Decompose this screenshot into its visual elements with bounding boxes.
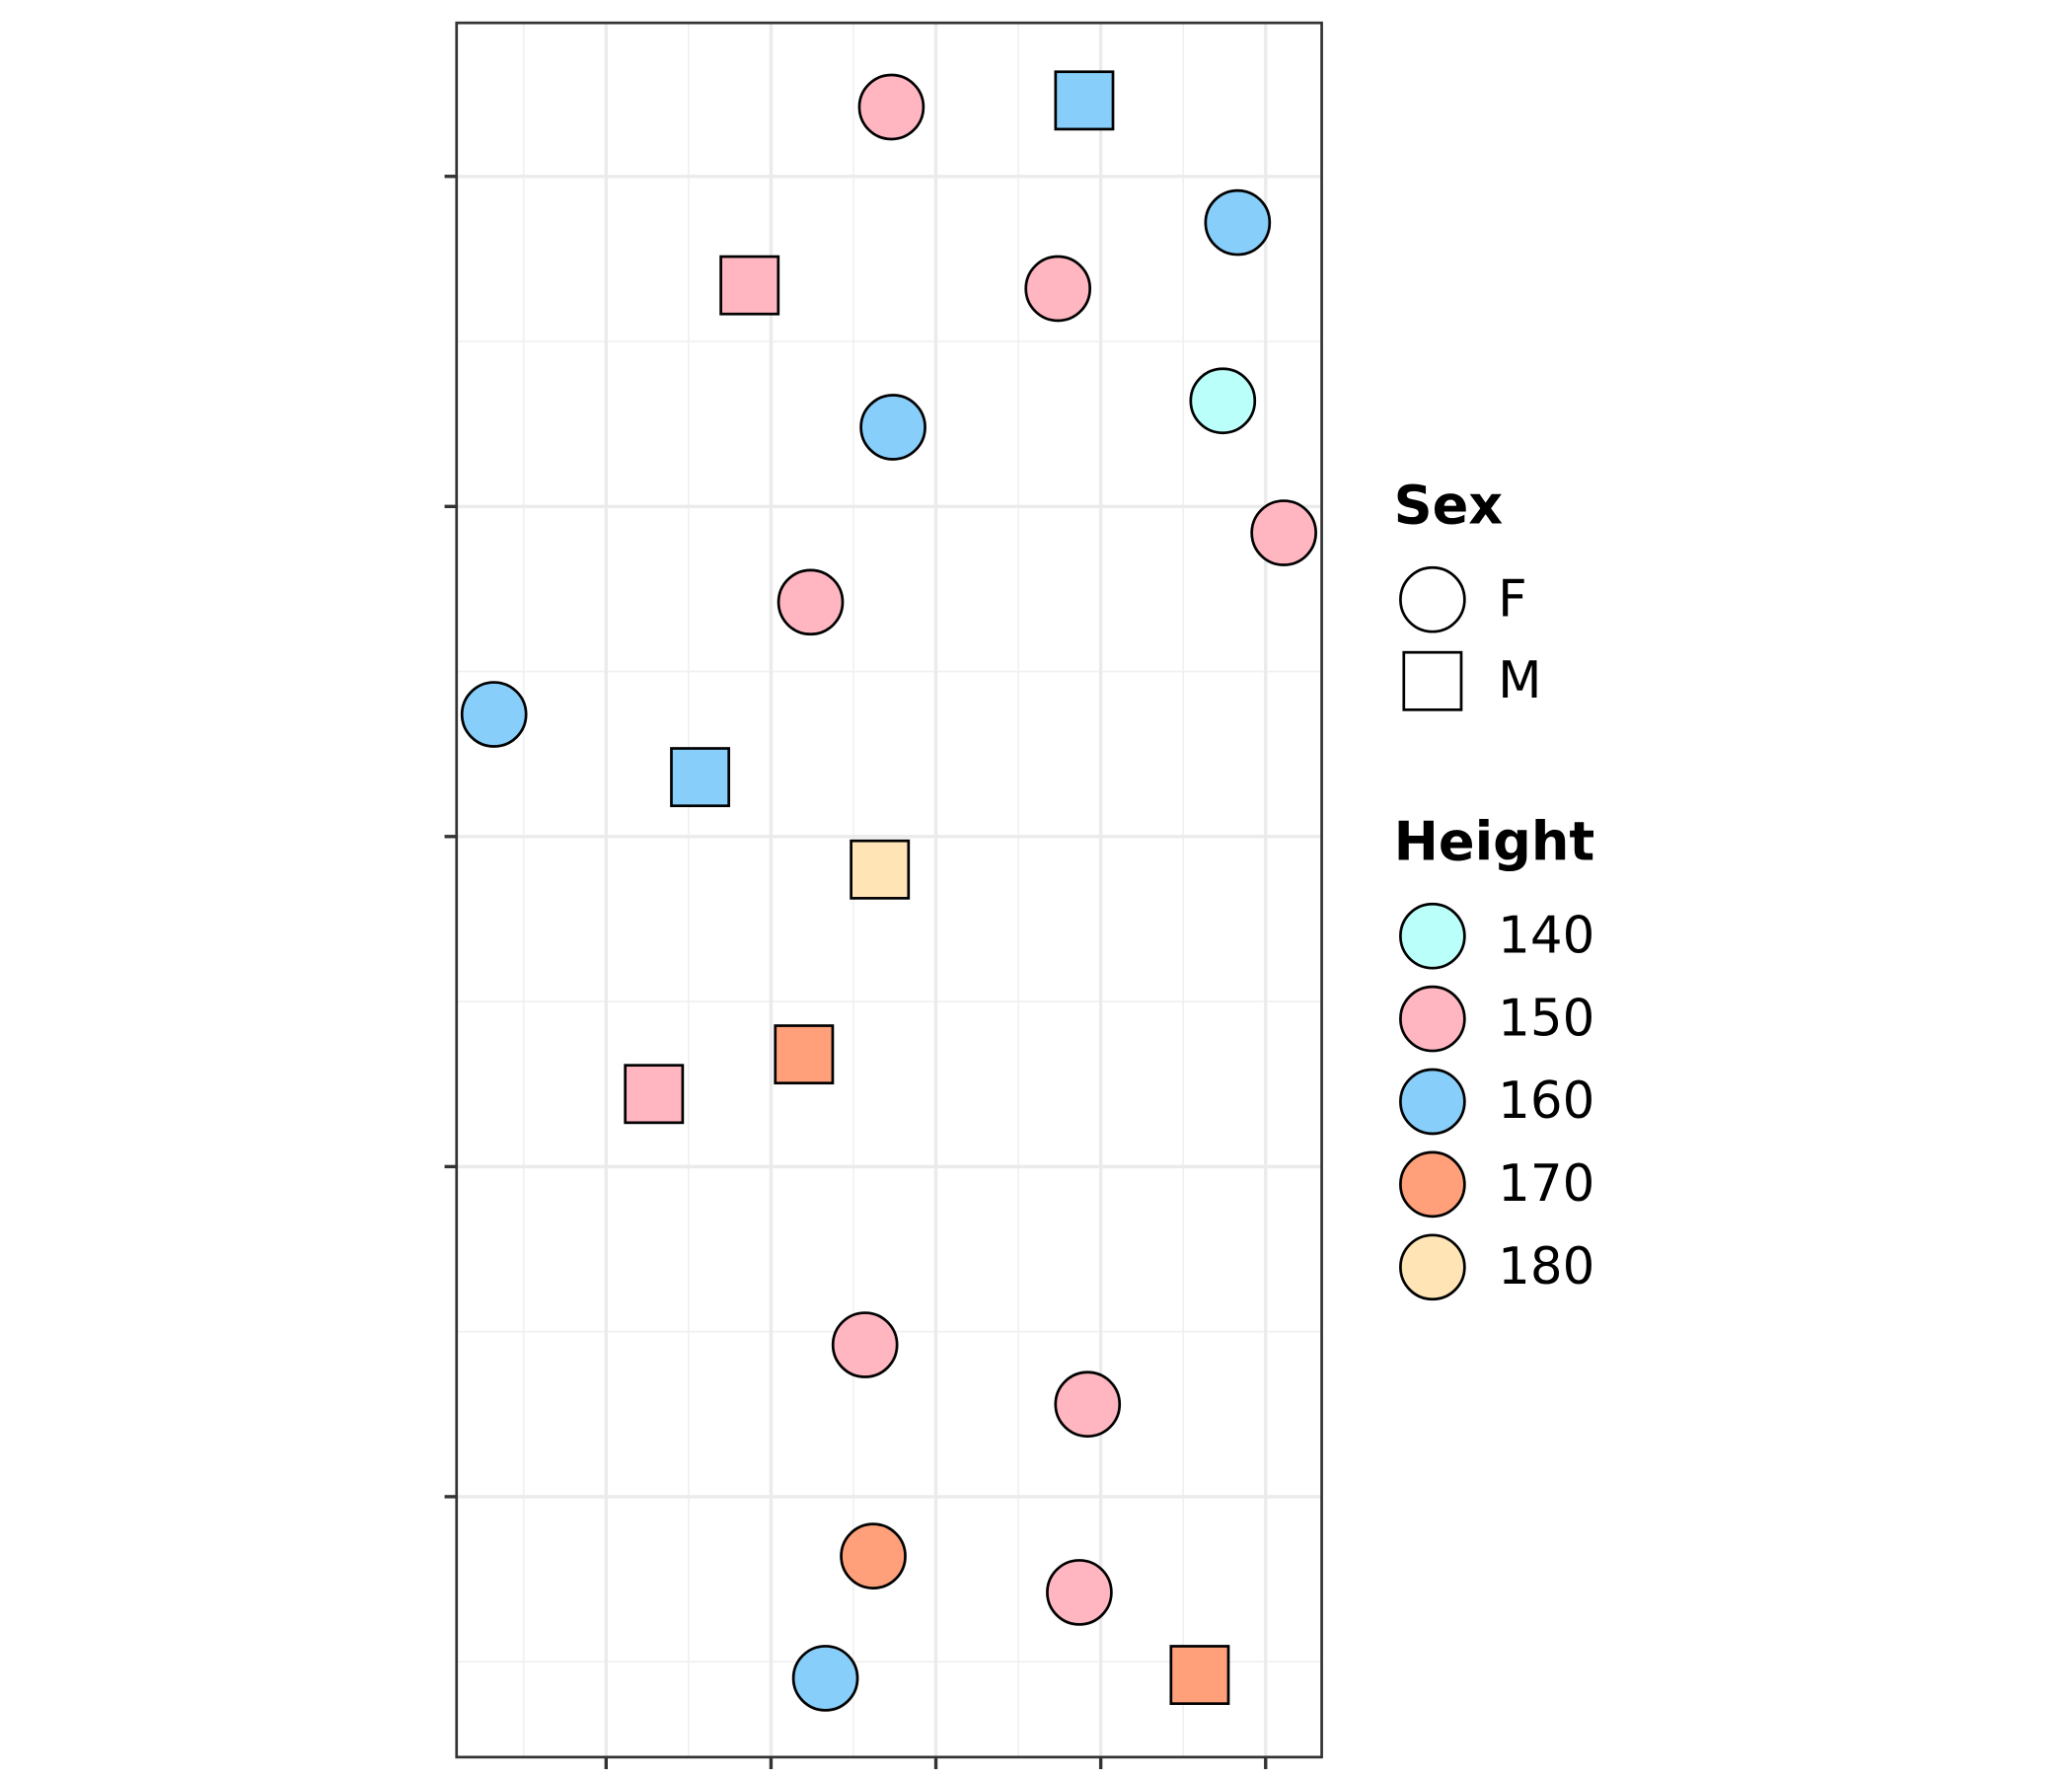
plot-border [455,21,1323,1759]
legend-label: 170 [1498,1154,1594,1214]
point [670,747,731,808]
point [777,568,845,636]
legend-key [1399,985,1466,1053]
legend-label: F [1498,569,1527,629]
point [850,839,911,900]
point [1054,70,1115,131]
legend-label: 150 [1498,989,1594,1048]
point [1046,1559,1113,1626]
point [1189,367,1257,435]
legend-title: Sex [1394,474,1504,536]
point [460,681,528,748]
legend-key [1399,565,1466,633]
legend-label: 180 [1498,1237,1594,1296]
point [1054,1370,1122,1439]
point [774,1024,835,1085]
legend-key [1399,902,1466,970]
point [831,1311,899,1378]
point [624,1064,685,1125]
point [1169,1645,1230,1706]
point [857,73,925,141]
legend-key [1402,650,1463,711]
point [859,394,926,461]
point [791,1645,859,1712]
point [719,255,780,316]
legend-key [1399,1068,1466,1136]
legend-title: Height [1394,810,1595,872]
legend-label: 140 [1498,906,1594,965]
point [840,1522,907,1590]
legend-key [1399,1150,1466,1219]
legend-label: 160 [1498,1072,1594,1131]
legend-label: M [1498,651,1541,710]
point [1024,255,1092,323]
point [1204,188,1272,257]
point [1250,499,1317,566]
legend-key [1399,1233,1466,1301]
